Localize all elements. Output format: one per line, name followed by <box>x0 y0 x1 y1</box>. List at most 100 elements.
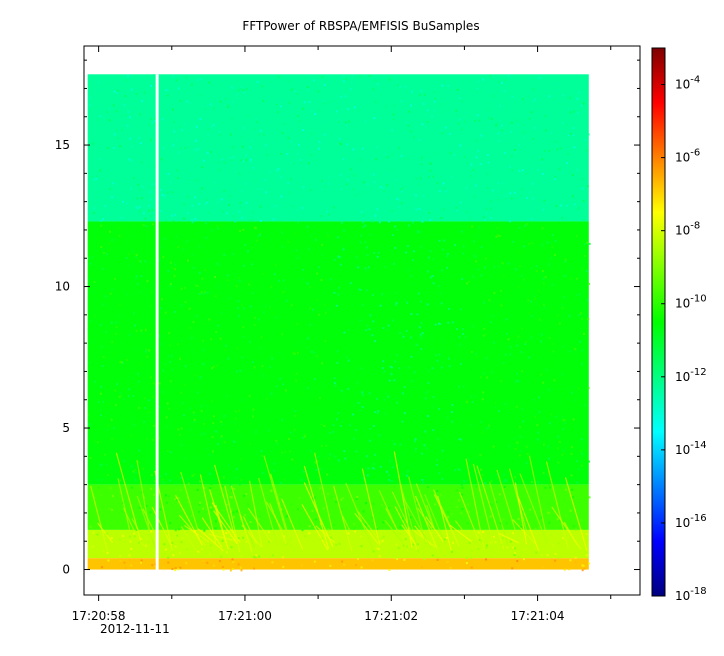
spectrogram-speckle <box>255 431 258 434</box>
spectrogram-speckle <box>365 246 368 249</box>
spectrogram-speckle <box>251 218 254 221</box>
spectrogram-speckle <box>546 445 549 448</box>
spectrogram-speckle <box>470 334 473 337</box>
spectrogram-speckle <box>530 336 533 339</box>
spectrogram-speckle <box>494 330 497 333</box>
spectrogram-speckle <box>238 210 241 213</box>
spectrogram-speckle <box>504 78 507 81</box>
spectrogram-speckle <box>387 324 390 327</box>
spectrogram-speckle <box>203 486 206 489</box>
spectrogram-speckle <box>356 252 359 255</box>
spectrogram-speckle <box>135 275 138 278</box>
spectrogram-speckle <box>233 421 236 424</box>
colorbar-tick-label: 10-18 <box>675 586 707 603</box>
spectrogram-speckle <box>428 162 431 165</box>
data-gap-line <box>155 74 159 570</box>
spectrogram-speckle <box>230 546 233 549</box>
spectrogram-speckle <box>125 358 128 361</box>
spectrogram-speckle <box>405 330 408 333</box>
spectrogram-speckle <box>220 420 223 423</box>
spectrogram-speckle <box>255 161 258 164</box>
spectrogram-speckle <box>542 471 545 474</box>
spectrogram-speckle <box>99 508 102 511</box>
spectrogram-speckle <box>250 147 253 150</box>
spectrogram-speckle <box>413 371 416 374</box>
spectrogram-speckle <box>375 528 378 531</box>
spectrogram-speckle <box>290 88 293 91</box>
spectrogram-speckle <box>226 106 229 109</box>
spectrogram-speckle <box>554 240 557 243</box>
spectrogram-speckle <box>134 324 137 327</box>
spectrogram-speckle <box>203 290 206 293</box>
spectrogram-speckle <box>377 547 380 550</box>
spectrogram-speckle <box>94 314 97 317</box>
spectrogram-speckle <box>373 117 376 120</box>
spectrogram-speckle <box>147 443 150 446</box>
spectrogram-speckle <box>481 431 484 434</box>
spectrogram-speckle <box>262 481 265 484</box>
spectrogram-speckle <box>283 324 286 327</box>
spectrogram-speckle <box>112 182 115 185</box>
spectrogram-speckle <box>538 410 541 413</box>
spectrogram-speckle <box>329 564 332 567</box>
spectrogram-speckle <box>426 270 429 273</box>
spectrogram-speckle <box>256 239 259 242</box>
spectrogram-speckle <box>169 360 172 363</box>
spectrogram-speckle <box>162 256 165 259</box>
spectrogram-speckle <box>294 462 297 465</box>
spectrogram-speckle <box>129 540 132 543</box>
spectrogram-speckle <box>127 158 130 161</box>
spectrogram-speckle <box>416 313 419 316</box>
spectrogram-speckle <box>277 279 280 282</box>
spectrogram-speckle <box>362 100 365 103</box>
spectrogram-speckle <box>349 246 352 249</box>
spectrogram-speckle <box>479 89 482 92</box>
spectrogram-speckle <box>337 412 340 415</box>
spectrogram-speckle <box>152 382 155 385</box>
spectrogram-speckle <box>529 191 532 194</box>
spectrogram-speckle <box>171 267 174 270</box>
spectrogram-speckle <box>237 314 240 317</box>
spectrogram-speckle <box>212 415 215 418</box>
spectrogram-speckle <box>518 143 521 146</box>
spectrogram-speckle <box>137 461 140 464</box>
spectrogram-speckle <box>553 379 556 382</box>
spectrogram-speckle <box>126 124 129 127</box>
spectrogram-speckle <box>281 556 284 559</box>
spectrogram-speckle <box>572 127 575 130</box>
spectrogram-speckle <box>447 357 450 360</box>
spectrogram-speckle <box>129 137 132 140</box>
spectrogram-speckle <box>569 509 572 512</box>
spectrogram-speckle <box>99 115 102 118</box>
spectrogram-speckle <box>415 194 418 197</box>
spectrogram-speckle <box>118 303 121 306</box>
spectrogram-speckle <box>499 280 502 283</box>
spectrogram-speckle <box>420 348 423 351</box>
spectrogram-speckle <box>252 361 255 364</box>
spectrogram-speckle <box>138 113 141 116</box>
spectrogram-speckle <box>347 532 350 535</box>
spectrogram-speckle <box>352 74 355 77</box>
spectrogram-speckle <box>467 453 470 456</box>
chorus-streak <box>424 494 446 544</box>
spectrogram-speckle <box>206 405 209 408</box>
spectrogram-speckle <box>213 107 216 110</box>
spectrogram-speckle <box>223 253 226 256</box>
spectrogram-speckle <box>321 243 324 246</box>
spectrogram-speckle <box>335 543 338 546</box>
spectrogram-speckle <box>528 356 531 359</box>
spectrogram-speckle <box>460 275 463 278</box>
spectrogram-speckle <box>176 139 179 142</box>
spectrogram-speckle <box>225 212 228 215</box>
spectrogram-speckle <box>203 529 206 532</box>
spectrogram-speckle <box>140 561 143 564</box>
spectrogram-speckle <box>321 179 324 182</box>
spectrogram-speckle <box>306 327 309 330</box>
spectrogram-speckle <box>195 381 198 384</box>
spectrogram-speckle <box>519 172 522 175</box>
spectrogram-speckle <box>332 225 335 228</box>
spectrogram-speckle <box>365 269 368 272</box>
spectrogram-speckle <box>542 161 545 164</box>
spectrogram-speckle <box>352 437 355 440</box>
